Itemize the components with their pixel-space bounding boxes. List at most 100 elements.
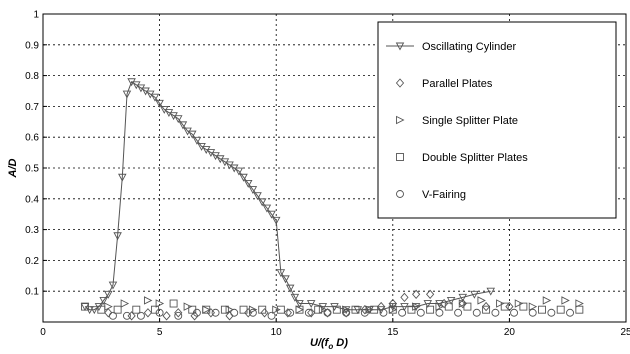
y-tick-label: 0.5 — [25, 164, 39, 175]
data-point — [169, 299, 178, 308]
data-point — [178, 121, 188, 130]
data-point — [276, 305, 285, 314]
x-tick-label: 5 — [157, 327, 163, 338]
data-point — [491, 308, 500, 317]
legend-marker — [395, 78, 405, 88]
data-point — [258, 305, 267, 314]
legend-item: Parallel Plates — [395, 78, 493, 90]
data-point — [482, 305, 491, 314]
data-point — [353, 306, 363, 315]
data-point — [257, 198, 267, 207]
data-point — [281, 275, 290, 284]
data-point — [379, 308, 388, 317]
x-tick-label: 10 — [271, 327, 283, 338]
data-point — [528, 308, 537, 317]
data-point — [286, 308, 295, 317]
data-point — [113, 232, 122, 241]
data-point — [472, 308, 481, 317]
data-point — [323, 308, 332, 317]
data-point — [239, 173, 248, 182]
data-point — [458, 298, 467, 309]
data-point — [295, 300, 304, 308]
data-point — [150, 93, 160, 102]
data-point — [192, 308, 201, 317]
data-point — [400, 292, 409, 303]
y-tick-label: 1 — [33, 10, 39, 21]
series-layer — [80, 78, 584, 321]
data-point — [330, 303, 339, 312]
data-point — [566, 308, 574, 317]
data-point — [183, 302, 193, 311]
data-point — [243, 179, 253, 188]
data-point — [360, 304, 369, 315]
data-point — [260, 308, 269, 318]
data-point — [123, 311, 131, 320]
data-point — [267, 210, 276, 219]
legend-label: Oscillating Cylinder — [422, 41, 516, 53]
data-point — [496, 299, 505, 308]
data-point — [377, 301, 386, 312]
data-point — [230, 308, 239, 317]
data-point — [398, 308, 407, 317]
data-point — [136, 311, 145, 320]
data-point — [143, 308, 153, 318]
legend-marker — [396, 190, 404, 198]
series-parallel-plates — [104, 289, 514, 321]
data-point — [234, 167, 244, 176]
data-point — [271, 216, 281, 225]
legend-label: Double Splitter Plates — [422, 152, 528, 164]
legend-item: V-Fairing — [396, 189, 466, 201]
legend-label: Parallel Plates — [422, 78, 493, 90]
data-point — [174, 115, 183, 124]
data-point — [538, 305, 546, 314]
data-point — [446, 296, 456, 305]
data-point — [412, 289, 421, 299]
x-tick-label: 20 — [504, 327, 516, 338]
data-point — [481, 301, 491, 312]
data-point — [262, 204, 272, 213]
data-point — [500, 302, 509, 311]
data-point — [113, 305, 122, 314]
data-point — [248, 308, 257, 317]
data-point — [542, 296, 552, 305]
legend-item: Single Splitter Plate — [396, 115, 518, 127]
data-point — [143, 296, 153, 305]
data-point — [470, 290, 479, 299]
data-point — [99, 296, 108, 305]
data-point — [304, 308, 313, 317]
data-point — [97, 305, 106, 314]
legend-label: Single Splitter Plate — [422, 115, 518, 127]
data-point — [561, 296, 570, 305]
data-point — [239, 305, 248, 314]
data-point — [416, 308, 425, 317]
legend-marker — [396, 115, 405, 125]
data-point — [174, 311, 183, 320]
data-point — [505, 301, 514, 312]
data-point — [423, 300, 433, 308]
data-point — [307, 308, 316, 318]
data-point — [225, 311, 234, 321]
x-tick-label: 0 — [40, 327, 46, 338]
data-point — [253, 192, 262, 201]
data-point — [370, 305, 379, 314]
data-point — [400, 303, 409, 312]
data-point — [388, 305, 397, 314]
data-point — [90, 306, 99, 315]
data-point — [225, 305, 235, 314]
y-axis-label: A/D — [7, 158, 19, 178]
data-point — [426, 289, 435, 299]
data-point — [267, 311, 276, 320]
legend-item: Double Splitter Plates — [396, 152, 528, 164]
y-tick-label: 0.1 — [25, 287, 39, 298]
data-point — [206, 308, 216, 318]
legend-marker — [395, 42, 405, 51]
data-point — [486, 287, 495, 296]
series-double-splitter-plates — [81, 299, 584, 314]
data-point — [81, 302, 89, 311]
data-point — [342, 305, 351, 314]
x-tick-label: 15 — [387, 327, 399, 338]
data-point — [342, 308, 351, 317]
x-axis-label-subscript: o — [328, 342, 333, 351]
x-axis-label: U/(fo D) — [310, 337, 348, 351]
data-point — [477, 296, 486, 305]
